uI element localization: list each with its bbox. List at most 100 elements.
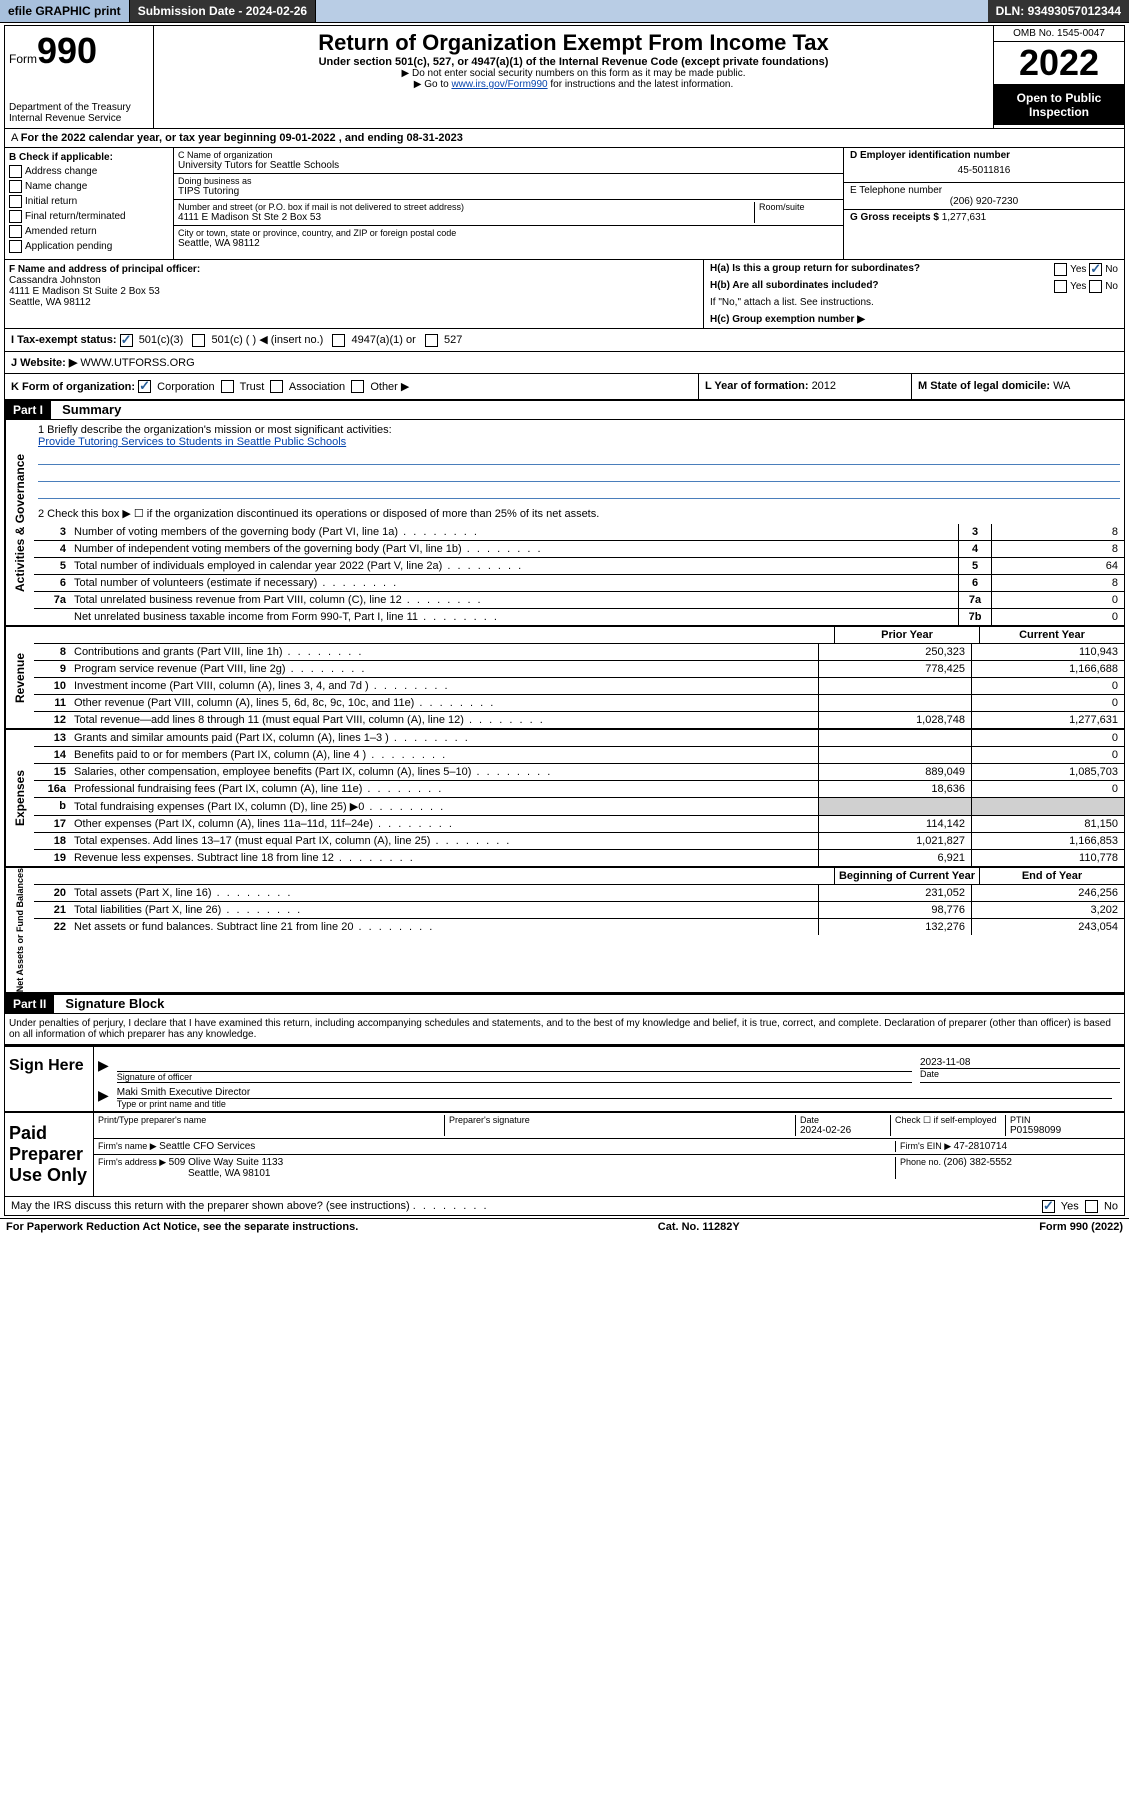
paid-preparer-block: Paid Preparer Use Only Print/Type prepar… [5, 1111, 1124, 1196]
prep-self-employed: Check ☐ if self-employed [890, 1115, 1005, 1136]
officer-name: Cassandra Johnston [9, 275, 699, 286]
cb-501c[interactable] [192, 334, 205, 347]
cb-initial-return[interactable]: Initial return [9, 195, 169, 208]
cb-name-change[interactable]: Name change [9, 180, 169, 193]
data-row-8: 8 Contributions and grants (Part VIII, l… [34, 644, 1124, 661]
hb-note: If "No," attach a list. See instructions… [704, 294, 1124, 311]
data-row-21: 21 Total liabilities (Part X, line 26) 9… [34, 902, 1124, 919]
begin-year-header: Beginning of Current Year [834, 868, 979, 884]
dln: DLN: 93493057012344 [988, 0, 1129, 22]
form-number-block: Form990 Department of the Treasury Inter… [5, 26, 154, 128]
line2-text: 2 Check this box ▶ ☐ if the organization… [38, 507, 1120, 520]
hb-label: H(b) Are all subordinates included? [710, 280, 879, 291]
firm-phone: (206) 382-5552 [944, 1157, 1012, 1168]
status-label: I Tax-exempt status: [11, 334, 117, 346]
addr-value: 4111 E Madison St Ste 2 Box 53 [178, 212, 754, 223]
firm-addr1: 509 Olive Way Suite 1133 [169, 1157, 284, 1168]
data-row-13: 13 Grants and similar amounts paid (Part… [34, 730, 1124, 747]
part1-badge: Part I [5, 401, 51, 419]
cb-discuss-yes[interactable] [1042, 1200, 1055, 1213]
gov-row-4: 4 Number of independent voting members o… [34, 541, 1124, 558]
hc-label: H(c) Group exemption number ▶ [704, 311, 1124, 328]
section-de: D Employer identification number 45-5011… [844, 148, 1124, 259]
irs-link[interactable]: www.irs.gov/Form990 [451, 79, 547, 90]
data-row-16a: 16a Professional fundraising fees (Part … [34, 781, 1124, 798]
gov-row-3: 3 Number of voting members of the govern… [34, 524, 1124, 541]
current-year-header: Current Year [979, 627, 1124, 643]
sign-here-label: Sign Here [5, 1047, 94, 1111]
form-of-org: K Form of organization: Corporation Trus… [5, 374, 698, 400]
sig-name: Maki Smith Executive Director [117, 1087, 1112, 1098]
prep-name-label: Print/Type preparer's name [98, 1115, 444, 1136]
omb-number: OMB No. 1545-0047 [994, 26, 1124, 42]
efile-print-button[interactable]: efile GRAPHIC print [0, 0, 130, 22]
tel-value: (206) 920-7230 [850, 196, 1118, 207]
sign-here-block: Sign Here ▶ Signature of officer 2023-11… [5, 1045, 1124, 1111]
form-note1: ▶ Do not enter social security numbers o… [158, 68, 989, 79]
mission-text[interactable]: Provide Tutoring Services to Students in… [38, 436, 346, 448]
tax-year-row: A For the 2022 calendar year, or tax yea… [5, 129, 1124, 148]
gov-row-6: 6 Total number of volunteers (estimate i… [34, 575, 1124, 592]
form-number: 990 [37, 30, 97, 71]
netassets-header-row: xx Beginning of Current Year End of Year [34, 868, 1124, 885]
section-f: F Name and address of principal officer:… [5, 260, 703, 328]
form-title: Return of Organization Exempt From Incom… [158, 30, 989, 56]
data-row-17: 17 Other expenses (Part IX, column (A), … [34, 816, 1124, 833]
data-row-9: 9 Program service revenue (Part VIII, li… [34, 661, 1124, 678]
dba-name: TIPS Tutoring [178, 186, 839, 197]
top-bar: efile GRAPHIC print Submission Date - 20… [0, 0, 1129, 23]
section-b: B Check if applicable: Address change Na… [5, 148, 174, 259]
prep-ptin: P01598099 [1010, 1125, 1120, 1136]
sig-date-label: Date [920, 1068, 1120, 1079]
section-b-header: B Check if applicable: [9, 152, 169, 163]
arrow-icon: ▶ [98, 1087, 109, 1109]
cb-trust[interactable] [221, 380, 234, 393]
sig-date: 2023-11-08 [920, 1057, 1120, 1068]
website-row: J Website: ▶ WWW.UTFORSS.ORG [5, 352, 1124, 374]
data-row-18: 18 Total expenses. Add lines 13–17 (must… [34, 833, 1124, 850]
submission-label: Submission Date - [138, 4, 246, 18]
dba-label: Doing business as [178, 176, 839, 186]
cb-discuss-no[interactable] [1085, 1200, 1098, 1213]
tax-year-text: For the 2022 calendar year, or tax year … [21, 132, 463, 144]
governance-label: Activities & Governance [5, 420, 34, 625]
gov-row-7a: 7a Total unrelated business revenue from… [34, 592, 1124, 609]
open-public-badge: Open to Public Inspection [994, 85, 1124, 125]
data-row-22: 22 Net assets or fund balances. Subtract… [34, 919, 1124, 935]
revenue-header-row: bx Prior Year Current Year [34, 627, 1124, 644]
discuss-label: May the IRS discuss this return with the… [11, 1200, 410, 1212]
prep-date: 2024-02-26 [800, 1125, 890, 1136]
form-subtitle: Under section 501(c), 527, or 4947(a)(1)… [158, 56, 989, 68]
cb-address-change[interactable]: Address change [9, 165, 169, 178]
cb-association[interactable] [270, 380, 283, 393]
gov-row-7b: Net unrelated business taxable income fr… [34, 609, 1124, 625]
prep-sig-label: Preparer's signature [444, 1115, 795, 1136]
cb-application-pending[interactable]: Application pending [9, 240, 169, 253]
tax-exempt-status: I Tax-exempt status: 501(c)(3) 501(c) ( … [5, 329, 1124, 352]
declaration-text: Under penalties of perjury, I declare th… [5, 1014, 1124, 1045]
org-name-label: C Name of organization [178, 150, 839, 160]
cb-501c3[interactable] [120, 334, 133, 347]
tax-year: 2022 [994, 42, 1124, 85]
cb-other[interactable] [351, 380, 364, 393]
section-c: C Name of organization University Tutors… [174, 148, 844, 259]
data-row-20: 20 Total assets (Part X, line 16) 231,05… [34, 885, 1124, 902]
data-row-11: 11 Other revenue (Part VIII, column (A),… [34, 695, 1124, 712]
cb-corporation[interactable] [138, 380, 151, 393]
dln-label: DLN: [996, 4, 1028, 18]
form-title-block: Return of Organization Exempt From Incom… [154, 26, 993, 128]
dln-value: 93493057012344 [1028, 4, 1121, 18]
data-row-b: b Total fundraising expenses (Part IX, c… [34, 798, 1124, 816]
cb-final-return[interactable]: Final return/terminated [9, 210, 169, 223]
officer-addr2: Seattle, WA 98112 [9, 297, 699, 308]
footer: For Paperwork Reduction Act Notice, see … [0, 1218, 1129, 1235]
addr-label: Number and street (or P.O. box if mail i… [178, 202, 754, 212]
cb-4947[interactable] [332, 334, 345, 347]
cb-527[interactable] [425, 334, 438, 347]
state-domicile: M State of legal domicile: WA [911, 374, 1124, 400]
cb-amended-return[interactable]: Amended return [9, 225, 169, 238]
part2-badge: Part II [5, 995, 54, 1013]
firm-name: Seattle CFO Services [159, 1141, 255, 1152]
part1-title: Summary [54, 402, 121, 417]
ein-value: 45-5011816 [850, 161, 1118, 180]
